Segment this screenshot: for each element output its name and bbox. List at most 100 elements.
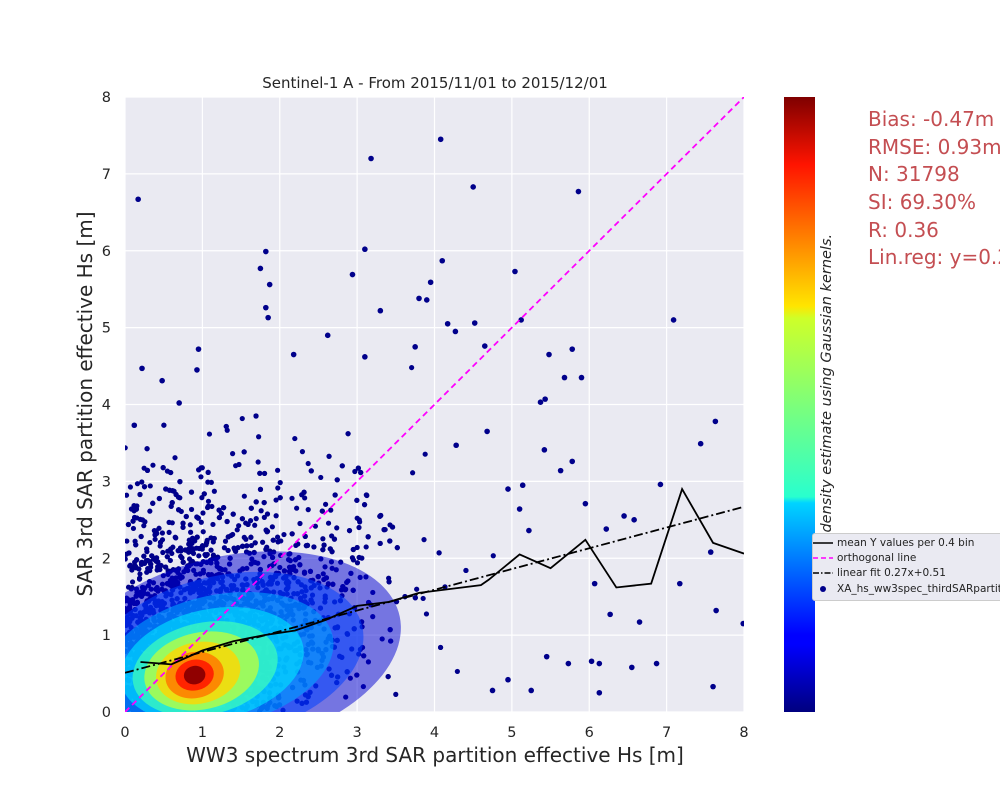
scatter-point	[423, 611, 430, 617]
scatter-point	[266, 281, 273, 288]
mean-bin-line	[140, 486, 744, 666]
stat-linreg: Lin.reg: y=0.27x+0.51	[868, 245, 1000, 270]
scatter-point	[275, 485, 281, 491]
scatter-point	[225, 547, 231, 554]
scatter-point	[362, 246, 368, 253]
scatter-point	[381, 527, 387, 533]
scatter-point	[230, 451, 236, 457]
scatter-point	[740, 620, 744, 627]
scatter-point	[546, 351, 552, 358]
scatter-point	[188, 529, 194, 535]
scatter-point	[591, 580, 598, 587]
scatter-point	[210, 521, 216, 528]
x-tick-label: 3	[353, 725, 362, 741]
scatter-point	[575, 188, 582, 195]
scatter-point	[138, 561, 145, 567]
scatter-point	[416, 295, 422, 302]
scatter-point	[204, 504, 211, 511]
scatter-point	[277, 480, 283, 486]
scatter-point	[175, 548, 181, 554]
scatter-point	[421, 537, 427, 543]
scatter-point	[172, 455, 178, 461]
scatter-point	[712, 418, 719, 425]
scatter-point	[211, 535, 217, 542]
scatter-point	[454, 668, 460, 675]
scatter-point	[253, 499, 259, 505]
scatter-point	[150, 462, 156, 468]
scatter-point	[596, 660, 603, 667]
legend-item-scatter: XA_hs_ww3spec_thirdSARpartition	[813, 581, 1000, 596]
scatter-point	[281, 531, 287, 538]
scatter-point	[166, 487, 173, 493]
scatter-point	[258, 508, 264, 514]
scatter-point	[230, 511, 236, 517]
scatter-point	[144, 446, 150, 452]
scatter-point	[278, 538, 284, 544]
y-tick-label: 5	[102, 321, 111, 337]
scatter-point	[713, 607, 719, 614]
scatter-point	[561, 374, 568, 381]
scatter-point	[196, 553, 202, 559]
scatter-point	[257, 486, 264, 492]
scatter-point	[528, 687, 535, 694]
legend-label-orthogonal: orthogonal line	[837, 551, 917, 564]
legend-label-mean: mean Y values per 0.4 bin	[837, 536, 975, 549]
scatter-point	[358, 469, 364, 476]
scatter-point	[319, 508, 325, 514]
scatter-point	[518, 317, 524, 323]
scatter-point	[377, 540, 383, 547]
scatter-point	[368, 155, 374, 162]
scatter-point	[244, 543, 250, 549]
x-axis-label: WW3 spectrum 3rd SAR partition effective…	[186, 743, 684, 767]
scatter-point	[697, 440, 704, 447]
scatter-point	[603, 526, 610, 532]
scatter-point	[505, 676, 511, 683]
scatter-point	[607, 611, 613, 618]
scatter-point	[169, 550, 175, 557]
scatter-point	[275, 467, 281, 473]
scatter-point	[248, 542, 255, 549]
stats-box: Bias: -0.47m RMSE: 0.93m N: 31798 SI: 69…	[868, 106, 1000, 272]
scatter-point	[143, 558, 149, 564]
scatter-point	[180, 520, 186, 526]
scatter-point	[292, 435, 298, 442]
legend-swatch-mean	[813, 541, 833, 544]
scatter-point	[349, 555, 356, 561]
scatter-point	[248, 534, 254, 540]
scatter-point	[216, 514, 222, 521]
scatter-point	[355, 465, 361, 471]
scatter-point	[252, 540, 258, 546]
scatter-point	[152, 536, 158, 542]
scatter-point	[253, 413, 259, 419]
density-contour	[183, 665, 206, 685]
scatter-point	[582, 500, 589, 507]
scatter-point	[289, 495, 295, 501]
scatter-point	[436, 550, 442, 556]
scatter-point	[137, 491, 143, 498]
scatter-point	[303, 543, 309, 549]
scatter-point	[437, 136, 444, 143]
scatter-point	[159, 377, 165, 384]
scatter-point	[248, 505, 254, 511]
scatter-point	[362, 354, 368, 360]
scatter-point	[653, 660, 660, 667]
scatter-point	[377, 307, 384, 314]
scatter-point	[328, 507, 334, 513]
scatter-point	[269, 524, 275, 530]
scatter-point	[264, 511, 271, 517]
scatter-point	[239, 415, 245, 422]
scatter-point	[263, 248, 269, 255]
scatter-point	[356, 517, 362, 523]
scatter-point	[150, 500, 156, 506]
scatter-point	[588, 658, 595, 665]
scatter-point	[189, 549, 196, 555]
scatter-point	[187, 522, 193, 528]
scatter-point	[159, 530, 166, 536]
scatter-point	[196, 467, 202, 473]
scatter-point	[265, 314, 271, 321]
scatter-point	[133, 542, 139, 548]
scatter-point	[346, 527, 353, 534]
scatter-point	[139, 479, 145, 485]
scatter-point	[255, 459, 261, 465]
legend-item-mean: mean Y values per 0.4 bin	[813, 535, 974, 550]
